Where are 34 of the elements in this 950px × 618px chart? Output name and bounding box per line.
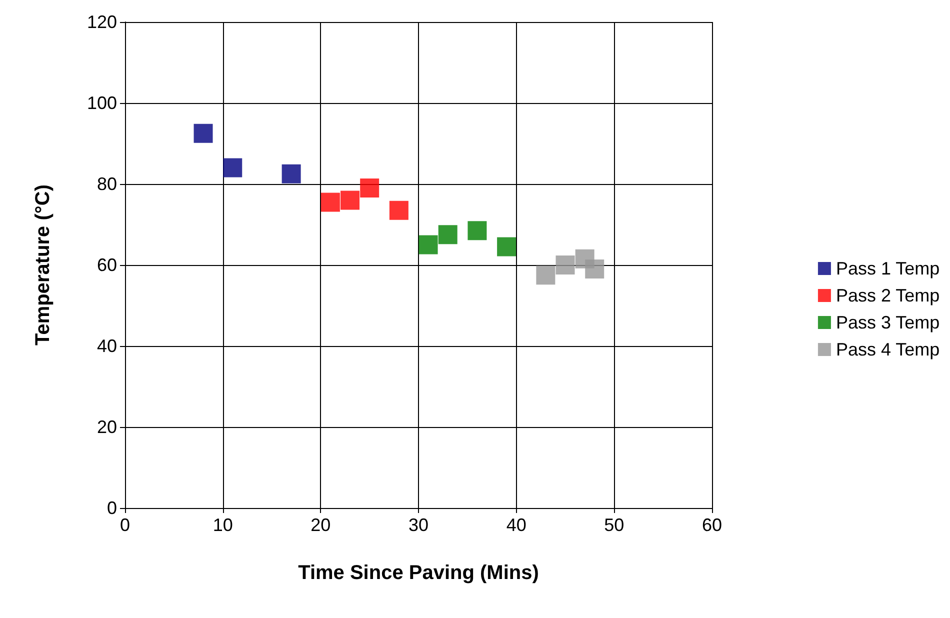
point <box>360 178 380 198</box>
point <box>536 266 556 285</box>
point <box>418 235 438 254</box>
x-tick-label: 20 <box>310 515 331 535</box>
point <box>556 256 575 274</box>
point <box>340 190 360 210</box>
x-tick-label: 50 <box>604 515 624 535</box>
point <box>585 260 604 279</box>
y-tick-label: 100 <box>86 93 117 113</box>
y-tick-label: 120 <box>86 12 117 32</box>
point <box>320 192 340 212</box>
y-axis-title: Temperature (°C) <box>32 184 54 346</box>
x-tick-label: 30 <box>408 515 429 535</box>
x-tick-label: 10 <box>212 515 233 535</box>
point <box>389 200 408 220</box>
legend-label: Pass 1 Temp <box>836 258 940 278</box>
legend-label: Pass 4 Temp <box>836 340 940 360</box>
point <box>282 164 301 184</box>
legend-label: Pass 2 Temp <box>836 286 940 306</box>
y-tick-label: 40 <box>96 336 117 356</box>
y-tick-label: 20 <box>96 417 117 437</box>
point <box>438 225 458 244</box>
y-tick-label: 60 <box>96 255 117 275</box>
x-tick-label: 40 <box>506 515 526 535</box>
x-axis-title: Time Since Paving (Mins) <box>298 562 539 584</box>
y-tick-label: 0 <box>106 498 117 518</box>
x-tick-label: 0 <box>120 515 130 535</box>
point <box>194 124 213 143</box>
y-tick-label: 80 <box>96 174 117 194</box>
point <box>223 158 242 178</box>
point <box>497 237 516 256</box>
legend-label: Pass 3 Temp <box>836 312 940 332</box>
x-tick-label: 60 <box>702 515 722 535</box>
point <box>468 221 487 240</box>
